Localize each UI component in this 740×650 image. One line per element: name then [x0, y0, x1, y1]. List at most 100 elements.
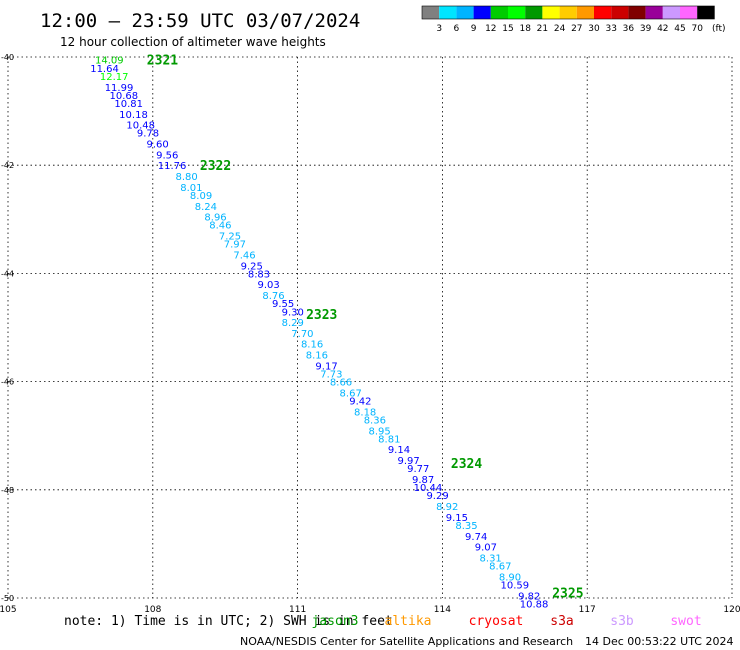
wave-height-label: 9.87: [412, 475, 434, 486]
wave-height-label: 9.55: [272, 299, 294, 310]
mission-legend: jason3 altika cryosat s3a s3b swot: [312, 614, 702, 629]
wave-height-label: 9.03: [258, 280, 280, 291]
wave-height-label: 8.80: [175, 172, 197, 183]
wave-height-label: 7.73: [320, 369, 342, 380]
colorbar-swatch: [422, 6, 440, 19]
wave-height-label: 11.76: [158, 161, 187, 172]
colorbar-tick-label: 27: [571, 24, 582, 34]
wave-height-label: 8.31: [480, 553, 502, 564]
colorbar-swatch: [456, 6, 474, 19]
axis-tick-labels: 105 108 111 114 117 120 -40 -42 -44 -46 -48 -50: [0, 53, 740, 615]
wave-height-label: 8.09: [190, 191, 212, 202]
time-label: 2325: [552, 587, 583, 602]
colorbar-swatch: [662, 6, 680, 19]
colorbar-swatch: [611, 6, 629, 19]
x-tick-label: 108: [144, 605, 161, 615]
time-label: 2322: [200, 159, 231, 174]
x-tick-label: 114: [434, 605, 451, 615]
timestamp-text: 14 Dec 00:53:22 UTC 2024: [585, 635, 733, 648]
x-tick-label: 111: [289, 605, 306, 615]
wave-height-label: 10.18: [119, 110, 148, 121]
credit-text: NOAA/NESDIS Center for Satellite Applica…: [240, 635, 573, 648]
mission-label: altika: [385, 614, 432, 629]
colorbar-tick-label: 6: [454, 24, 460, 34]
wave-height-label: 9.07: [475, 543, 497, 554]
wave-height-label: 8.76: [262, 291, 284, 302]
wave-height-label: 10.59: [500, 580, 529, 591]
colorbar-tick-label: 3: [436, 24, 442, 34]
wave-height-label: 8.66: [330, 378, 352, 389]
colorbar-tick-label: 36: [623, 24, 635, 34]
colorbar-tick-label: 42: [657, 24, 668, 34]
wave-height-label: 9.29: [426, 491, 448, 502]
wave-height-label: 8.36: [364, 415, 386, 426]
colorbar-swatch: [542, 6, 560, 19]
time-labels: 2321 2322 2323 2324 2325: [147, 54, 584, 602]
wave-height-label: 8.18: [354, 407, 376, 418]
mission-label: s3a: [550, 614, 573, 629]
colorbar-tick-label: 21: [537, 24, 548, 34]
note-text: note: 1) Time is in UTC; 2) SWH is in fe…: [64, 614, 393, 629]
y-tick-label: -48: [1, 486, 14, 495]
wave-height-label: 9.74: [465, 532, 487, 543]
map-grid: [7, 56, 733, 599]
y-tick-label: -42: [1, 161, 14, 170]
colorbar-swatch: [559, 6, 577, 19]
wave-height-label: 8.16: [301, 340, 323, 351]
colorbar-tick-label: 12: [485, 24, 496, 34]
wave-height-label: 8.46: [209, 221, 231, 232]
wave-height-label: 10.48: [126, 121, 155, 132]
wave-height-label: 10.68: [110, 91, 139, 102]
y-tick-label: -44: [1, 269, 14, 278]
colorbar-swatch: [490, 6, 508, 19]
wave-height-label: 8.96: [204, 213, 226, 224]
wave-height-label: 9.78: [137, 129, 159, 140]
wave-height-label: 7.97: [224, 240, 246, 251]
colorbar-swatch: [576, 6, 594, 19]
wave-height-label: 8.24: [195, 202, 217, 213]
colorbar-tick-label: 45: [674, 24, 685, 34]
colorbar-swatch: [525, 6, 543, 19]
wave-height-label: 7.70: [291, 329, 313, 340]
colorbar-tick-label: 9: [471, 24, 477, 34]
colorbar-legend: 3 6 9 12 15 18 21 24 27 30 33 36 39 42 45 70: [421, 5, 715, 34]
wave-height-label: 8.83: [248, 269, 270, 280]
wave-height-label: 10.88: [520, 599, 549, 610]
wave-height-label: 9.15: [446, 513, 468, 524]
x-tick-label: 117: [579, 605, 596, 615]
colorbar-tick-label: 39: [640, 24, 652, 34]
mission-label: jason3: [312, 614, 359, 629]
time-label: 2321: [147, 54, 178, 69]
colorbar-unit: (ft): [712, 24, 726, 34]
wave-height-label: 12.17: [100, 72, 129, 83]
y-tick-label: -50: [1, 594, 14, 603]
colorbar-tick-label: 24: [554, 24, 566, 34]
wave-height-label: 14.09: [95, 56, 124, 67]
colorbar-swatch: [645, 6, 663, 19]
wave-height-label: 9.17: [315, 361, 337, 372]
wave-height-label: 8.95: [369, 426, 391, 437]
time-label: 2323: [306, 308, 337, 323]
wave-height-label: 9.30: [282, 307, 304, 318]
x-tick-label: 105: [0, 605, 17, 615]
wave-height-label: 8.92: [436, 502, 458, 513]
wave-height-label: 10.81: [114, 99, 143, 110]
wave-height-label: 8.67: [489, 562, 511, 573]
colorbar-swatch: [594, 6, 612, 19]
colorbar-tick-label: 70: [691, 24, 703, 34]
time-label: 2324: [451, 457, 482, 472]
wave-height-label: 9.42: [349, 397, 371, 408]
colorbar-swatch: [439, 6, 457, 19]
colorbar-swatch: [680, 6, 698, 19]
wave-height-label: 9.77: [407, 464, 429, 475]
colorbar-tick-label: 33: [605, 24, 616, 34]
colorbar-tick-label: 18: [519, 24, 531, 34]
wave-height-label: 9.60: [146, 140, 168, 151]
wave-height-label: 8.81: [378, 434, 400, 445]
wave-height-label: 8.16: [306, 351, 328, 362]
wave-height-label: 8.01: [180, 183, 202, 194]
mission-label: s3b: [610, 614, 634, 629]
wave-height-points: 14.0911.6412.1711.9910.6810.8110.1810.48…: [90, 56, 548, 611]
